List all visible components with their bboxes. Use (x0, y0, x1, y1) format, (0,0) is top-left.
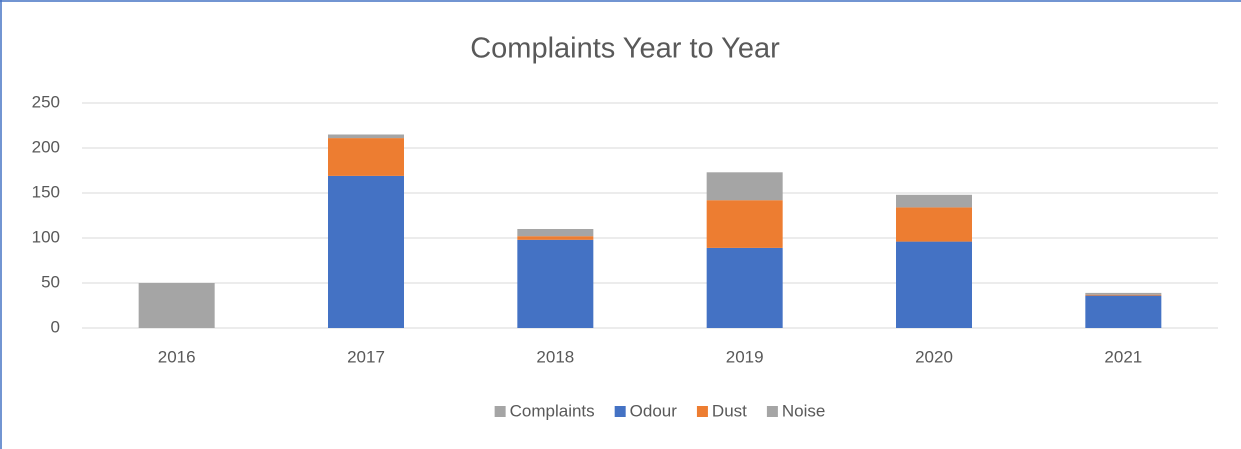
x-tick-label: 2019 (726, 347, 764, 366)
x-tick-label: 2020 (915, 347, 953, 366)
bar-segment (896, 194, 972, 208)
x-tick-label: 2017 (347, 347, 385, 366)
bar-segment (1085, 295, 1162, 328)
y-tick-label: 200 (32, 137, 60, 156)
legend-swatch (614, 406, 626, 417)
x-tick-label: 2016 (158, 347, 196, 366)
legend-swatch (696, 406, 708, 417)
x-tick-label: 2018 (536, 347, 574, 366)
bar-segment (896, 241, 972, 328)
legend-swatch (766, 406, 778, 417)
bar-segment (328, 134, 404, 139)
bar-segment (706, 247, 783, 328)
legend-label: Noise (782, 401, 825, 420)
bar-segment (328, 138, 404, 176)
bar-segment (1085, 292, 1162, 295)
y-tick-label: 50 (41, 272, 60, 291)
legend-swatch (494, 406, 506, 417)
bar-segment (517, 236, 594, 240)
y-tick-label: 150 (32, 182, 60, 201)
bar-segment (706, 172, 783, 201)
bar-segment (517, 229, 594, 237)
bar-segment (1085, 294, 1162, 296)
bar-segment (896, 207, 972, 242)
bar-segment (328, 175, 404, 328)
legend-label: Odour (630, 401, 678, 420)
bar-segment (706, 200, 783, 248)
bar-segment (138, 283, 215, 328)
y-tick-label: 100 (32, 227, 60, 246)
x-tick-label: 2021 (1104, 347, 1142, 366)
y-tick-label: 0 (51, 317, 60, 336)
legend-label: Dust (712, 401, 747, 420)
y-tick-label: 250 (32, 92, 60, 111)
chart-title: Complaints Year to Year (470, 33, 780, 65)
legend-label: Complaints (510, 401, 595, 420)
bar-segment (517, 239, 594, 328)
